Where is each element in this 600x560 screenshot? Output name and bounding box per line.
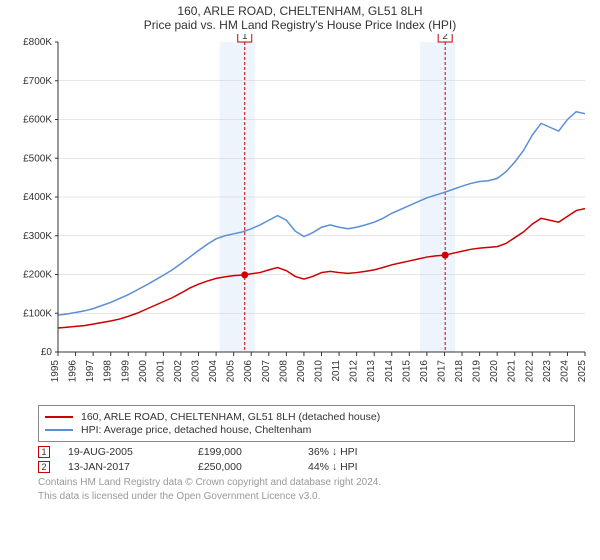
svg-text:2018: 2018 (454, 360, 465, 383)
svg-text:2011: 2011 (331, 360, 342, 382)
svg-text:2017: 2017 (436, 360, 447, 383)
svg-text:£100K: £100K (23, 308, 52, 319)
svg-text:2025: 2025 (577, 360, 588, 383)
sale-delta: 44% ↓ HPI (308, 461, 428, 473)
svg-text:2000: 2000 (138, 360, 149, 383)
svg-text:2013: 2013 (366, 360, 377, 383)
chart-title: 160, ARLE ROAD, CHELTENHAM, GL51 8LH (0, 0, 600, 18)
svg-text:2008: 2008 (278, 360, 289, 383)
svg-text:£800K: £800K (23, 37, 52, 48)
sale-price: £199,000 (198, 446, 308, 458)
svg-text:£700K: £700K (23, 76, 52, 87)
sale-price: £250,000 (198, 461, 308, 473)
legend-label: 160, ARLE ROAD, CHELTENHAM, GL51 8LH (de… (81, 411, 380, 423)
footer-line-1: Contains HM Land Registry data © Crown c… (38, 476, 575, 490)
svg-text:£200K: £200K (23, 270, 52, 281)
svg-text:2014: 2014 (384, 360, 395, 383)
sales-row: 2 13-JAN-2017£250,00044% ↓ HPI (38, 461, 575, 473)
svg-text:2023: 2023 (542, 360, 553, 383)
chart-subtitle: Price paid vs. HM Land Registry's House … (0, 18, 600, 34)
svg-text:2022: 2022 (524, 360, 535, 383)
svg-text:2024: 2024 (559, 360, 570, 383)
sales-row: 1 19-AUG-2005£199,00036% ↓ HPI (38, 446, 575, 458)
line-chart-svg: £0 £100K £200K £300K £400K £500K £600K £700K £80… (10, 34, 595, 399)
svg-text:£0: £0 (41, 347, 53, 358)
svg-text:2007: 2007 (261, 360, 272, 383)
svg-text:£600K: £600K (23, 115, 52, 126)
sale-date: 13-JAN-2017 (68, 461, 198, 473)
svg-text:1995: 1995 (50, 360, 61, 383)
sale-delta: 36% ↓ HPI (308, 446, 428, 458)
svg-text:2009: 2009 (296, 360, 307, 383)
sale-date: 19-AUG-2005 (68, 446, 198, 458)
legend-item: 160, ARLE ROAD, CHELTENHAM, GL51 8LH (de… (45, 411, 568, 423)
svg-text:2003: 2003 (191, 360, 202, 383)
svg-text:2015: 2015 (401, 360, 412, 383)
sales-table: 1 19-AUG-2005£199,00036% ↓ HPI 2 13-JAN-201… (38, 446, 575, 473)
svg-text:2012: 2012 (349, 360, 360, 383)
svg-text:2016: 2016 (419, 360, 430, 383)
sale-marker: 1 (38, 446, 50, 458)
svg-text:2002: 2002 (173, 360, 184, 383)
chart-container: 160, ARLE ROAD, CHELTENHAM, GL51 8LH Pri… (0, 0, 600, 560)
footer-line-2: This data is licensed under the Open Gov… (38, 490, 575, 504)
chart-plot-area: £0 £100K £200K £300K £400K £500K £600K £700K £80… (10, 34, 595, 399)
legend-item: HPI: Average price, detached house, Chel… (45, 424, 568, 436)
svg-text:1996: 1996 (68, 360, 79, 383)
legend-box: 160, ARLE ROAD, CHELTENHAM, GL51 8LH (de… (38, 405, 575, 442)
legend-label: HPI: Average price, detached house, Chel… (81, 424, 311, 436)
footer-attribution: Contains HM Land Registry data © Crown c… (38, 476, 575, 503)
legend-swatch (45, 416, 73, 418)
svg-text:£300K: £300K (23, 231, 52, 242)
svg-text:2006: 2006 (243, 360, 254, 383)
svg-text:2: 2 (442, 34, 448, 42)
svg-text:£500K: £500K (23, 153, 52, 164)
svg-text:1: 1 (242, 34, 248, 42)
svg-text:1998: 1998 (103, 360, 114, 383)
sale-marker: 2 (38, 461, 50, 473)
legend-swatch (45, 429, 73, 431)
svg-text:£400K: £400K (23, 192, 52, 203)
svg-text:2005: 2005 (226, 360, 237, 383)
svg-text:1999: 1999 (120, 360, 131, 383)
svg-text:2021: 2021 (507, 360, 518, 383)
svg-text:2010: 2010 (314, 360, 325, 383)
svg-text:2020: 2020 (489, 360, 500, 383)
svg-text:2004: 2004 (208, 360, 219, 383)
svg-text:2019: 2019 (472, 360, 483, 383)
svg-text:1997: 1997 (85, 360, 96, 383)
svg-text:2001: 2001 (155, 360, 166, 383)
